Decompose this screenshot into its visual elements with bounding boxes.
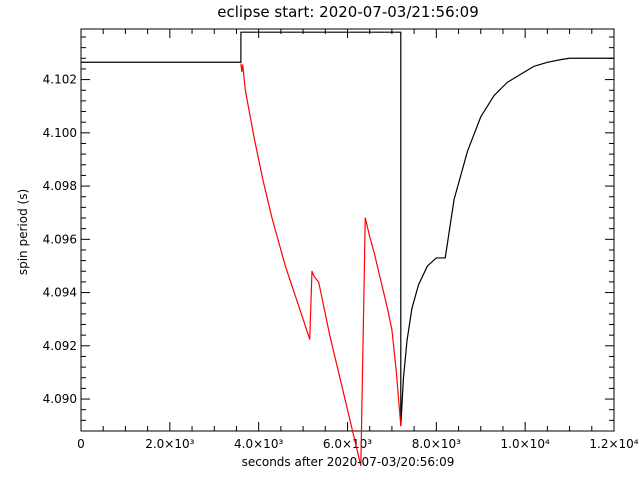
x-axis-label: seconds after 2020-07-03/20:56:09 <box>242 455 455 469</box>
y-tick-label: 4.102 <box>43 73 77 87</box>
y-tick-label: 4.100 <box>43 126 77 140</box>
y-tick-label: 4.090 <box>43 392 77 406</box>
x-tick-label: 8.0×10³ <box>412 437 461 451</box>
x-tick-label: 6.0×10³ <box>323 437 372 451</box>
y-tick-label: 4.092 <box>43 339 77 353</box>
plot-frame <box>80 28 615 432</box>
y-tick-label: 4.096 <box>43 232 77 246</box>
x-tick-label: 0 <box>77 437 85 451</box>
chart-title: eclipse start: 2020-07-03/21:56:09 <box>217 3 479 21</box>
series-line-2 <box>240 63 402 467</box>
series-line-1 <box>81 31 614 427</box>
x-tick-label: 1.2×10⁴ <box>589 437 638 451</box>
y-axis-label: spin period (s) <box>16 189 30 275</box>
x-tick-label: 2.0×10³ <box>145 437 194 451</box>
y-tick-label: 4.098 <box>43 179 77 193</box>
x-tick-label: 4.0×10³ <box>234 437 283 451</box>
y-tick-label: 4.094 <box>43 286 77 300</box>
x-tick-label: 1.0×10⁴ <box>501 437 550 451</box>
